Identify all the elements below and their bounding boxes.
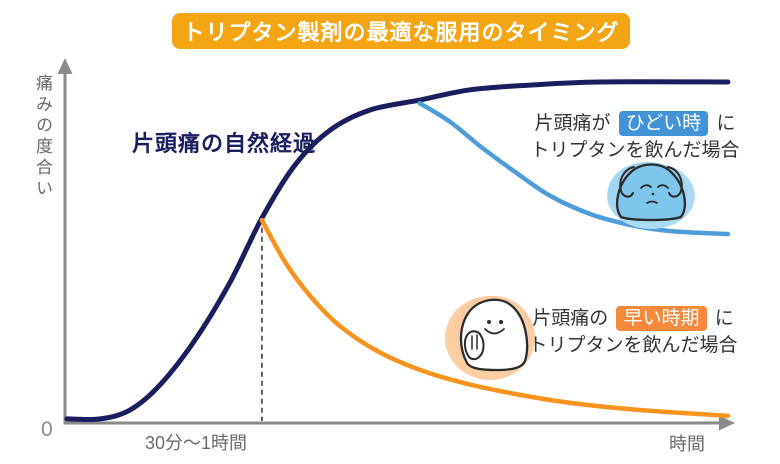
title-text: トリプタン製剤の最適な服用のタイミング <box>182 20 620 45</box>
y-axis-arrow-icon <box>57 58 73 74</box>
x-axis-label: 時間 <box>669 434 705 454</box>
early-case-post: に <box>714 308 734 329</box>
severe-case-line2: トリプタンを飲んだ場合 <box>530 140 740 161</box>
title-banner: トリプタン製剤の最適な服用のタイミング <box>172 13 630 49</box>
early-case-curve <box>259 217 731 419</box>
early-case-line2: トリプタンを飲んだ場合 <box>528 335 738 356</box>
natural-course-label: 片頭痛の自然経過 <box>132 131 317 156</box>
early-case-label: 片頭痛の 早い時期 に トリプタンを飲んだ場合 <box>498 305 768 359</box>
x-axis-arrow-icon <box>719 415 735 431</box>
natural-course-curve <box>64 79 731 423</box>
severe-case-post: に <box>716 113 736 134</box>
headache-face-icon <box>607 162 695 229</box>
x-tick-label: 30分〜1時間 <box>144 433 248 453</box>
happy-face-icon <box>445 296 535 380</box>
severe-case-label: 片頭痛が ひどい時 に トリプタンを飲んだ場合 <box>500 110 770 164</box>
axes <box>57 58 735 431</box>
early-case-pre: 片頭痛の <box>532 308 609 329</box>
early-case-badge: 早い時期 <box>616 306 707 331</box>
curves-group <box>64 79 731 423</box>
severe-case-curve <box>417 100 731 237</box>
severe-case-badge: ひどい時 <box>618 111 709 136</box>
origin-tick-label: 0 <box>41 418 53 441</box>
y-axis-label: 痛みの度合い <box>33 74 52 200</box>
severe-case-pre: 片頭痛が <box>534 113 611 134</box>
